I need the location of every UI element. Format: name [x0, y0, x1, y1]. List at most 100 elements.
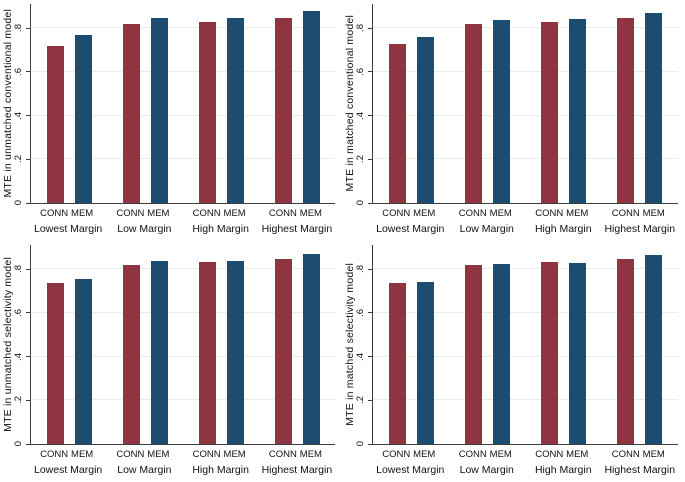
series-labels: CONN MEM [259, 204, 335, 219]
y-tick-label-text: .2 [13, 155, 24, 164]
gridline [373, 399, 678, 401]
bar-label-conn: CONN [40, 208, 69, 219]
x-group-labels-highest-margin: CONN MEM Highest Margin [602, 204, 679, 235]
y-tick-label-text: .4 [13, 111, 24, 120]
bar-label-mem: MEM [147, 449, 170, 460]
bar-label-conn: CONN [268, 449, 297, 460]
y-tick [368, 71, 372, 73]
category-label: High Margin [534, 223, 592, 235]
bar-conn-low-margin [464, 23, 482, 203]
bar-conn-lowest-margin [388, 283, 406, 444]
plot-box: 0 .2 .4 .6 .8 [355, 245, 678, 447]
bar-label-conn: CONN [268, 208, 297, 219]
series-labels: CONN MEM [449, 445, 526, 460]
x-group-labels-lowest-margin: CONN MEM Lowest Margin [372, 445, 449, 476]
y-tick-label-text: .6 [13, 67, 24, 76]
bar-conn-low-margin [464, 264, 482, 444]
series-labels: CONN MEM [525, 204, 602, 219]
bar-mem-low-margin [150, 261, 168, 444]
y-tick-label-text: 0 [13, 200, 24, 206]
y-tick [26, 356, 30, 358]
bar-group-highest-margin [602, 245, 678, 444]
plot-area: 0.2.4.6.8 CONN MEM Lowest Margin CONN MEM Low… [355, 245, 678, 482]
x-group-labels-highest-margin: CONN MEM Highest Margin [602, 445, 679, 476]
y-tick [368, 356, 372, 358]
category-label: Lowest Margin [33, 464, 103, 476]
x-axis-labels: CONN MEM Lowest Margin CONN MEM Low Margin CON… [30, 445, 335, 482]
y-tick-label-text: .2 [355, 396, 366, 405]
bar-label-conn: CONN [611, 449, 640, 460]
y-tick-label-text: .6 [355, 308, 366, 317]
gridline [31, 27, 335, 29]
y-tick [368, 27, 372, 29]
bar-mem-high-margin [226, 18, 244, 203]
y-tick [26, 268, 30, 270]
bar-conn-lowest-margin [46, 45, 64, 203]
chart-matched-conventional-model: MTE in matched conventional model 0 .2 .4.… [342, 0, 685, 241]
gridline [31, 114, 335, 116]
y-tick-label-text: 0 [355, 200, 366, 206]
plot-area: 0.2.4.6.8 CONN MEM Lowest Margin CONN MEM Low… [13, 245, 335, 482]
x-axis-labels: CONN MEM Lowest Margin CONN MEM Low Margin CON… [372, 445, 678, 482]
bar-group-low-margin [107, 4, 183, 203]
plot-area: 0.2.4.6.8 CONN MEM Lowest Margin CONN MEM Low… [13, 4, 335, 241]
bar-mem-low-margin [492, 20, 510, 203]
y-axis-title-text: MTE in unmatched selectivity model [1, 256, 14, 432]
bar-conn-highest-margin [617, 18, 635, 203]
gridline [373, 70, 678, 72]
series-labels: CONN MEM [30, 204, 106, 219]
y-tick-label-text: .8 [355, 24, 366, 33]
y-tick-label-text: .6 [13, 308, 24, 317]
gridline [31, 268, 335, 270]
bar-label-mem: MEM [223, 449, 246, 460]
bar-conn-high-margin [198, 21, 216, 203]
plot-box: 0 .2 .4 .6 .8 [13, 245, 335, 447]
y-tick-label-text: .4 [355, 111, 366, 120]
y-tick-label-text: .4 [355, 352, 366, 361]
bar-label-conn: CONN [535, 449, 564, 460]
category-label: Low Margin [117, 464, 172, 476]
y-tick-label-text: 0 [355, 441, 366, 447]
bar-conn-high-margin [198, 262, 216, 444]
bar-conn-low-margin [122, 23, 140, 203]
x-group-labels-high-margin: CONN MEM High Margin [183, 204, 259, 235]
y-tick [368, 312, 372, 314]
series-labels: CONN MEM [602, 204, 679, 219]
bar-mem-lowest-margin [74, 278, 92, 444]
x-group-labels-low-margin: CONN MEM Low Margin [449, 445, 526, 476]
series-labels: CONN MEM [30, 445, 106, 460]
bar-group-lowest-margin [373, 245, 449, 444]
series-labels: CONN MEM [106, 204, 182, 219]
gridline [31, 158, 335, 160]
y-tick [26, 71, 30, 73]
bar-label-mem: MEM [223, 208, 246, 219]
category-label: Lowest Margin [376, 464, 445, 476]
gridline [31, 311, 335, 313]
gridline [373, 311, 678, 313]
bar-label-conn: CONN [40, 449, 69, 460]
bar-label-mem: MEM [299, 208, 322, 219]
gridline [373, 27, 678, 29]
bar-conn-high-margin [541, 261, 559, 444]
bar-group-high-margin [183, 245, 259, 444]
series-labels: CONN MEM [183, 445, 259, 460]
bar-mem-high-margin [226, 261, 244, 444]
bar-label-conn: CONN [382, 208, 411, 219]
bar-label-conn: CONN [116, 449, 145, 460]
bar-label-mem: MEM [489, 208, 512, 219]
y-tick [26, 27, 30, 29]
x-group-labels-low-margin: CONN MEM Low Margin [106, 204, 182, 235]
bar-group-lowest-margin [31, 245, 107, 444]
bar-label-conn: CONN [192, 449, 221, 460]
bar-mem-high-margin [569, 19, 587, 203]
bar-group-highest-margin [602, 4, 678, 203]
bar-label-mem: MEM [566, 208, 589, 219]
series-labels: CONN MEM [106, 445, 182, 460]
x-group-labels-lowest-margin: CONN MEM Lowest Margin [372, 204, 449, 235]
y-tick-label-text: .8 [13, 265, 24, 274]
chart-matched-selectivity-model: MTE in matched selectivity model 0 .2 .4 .6… [342, 241, 685, 482]
y-tick [26, 115, 30, 117]
bar-label-mem: MEM [147, 208, 170, 219]
y-tick-label-text: .2 [13, 396, 24, 405]
